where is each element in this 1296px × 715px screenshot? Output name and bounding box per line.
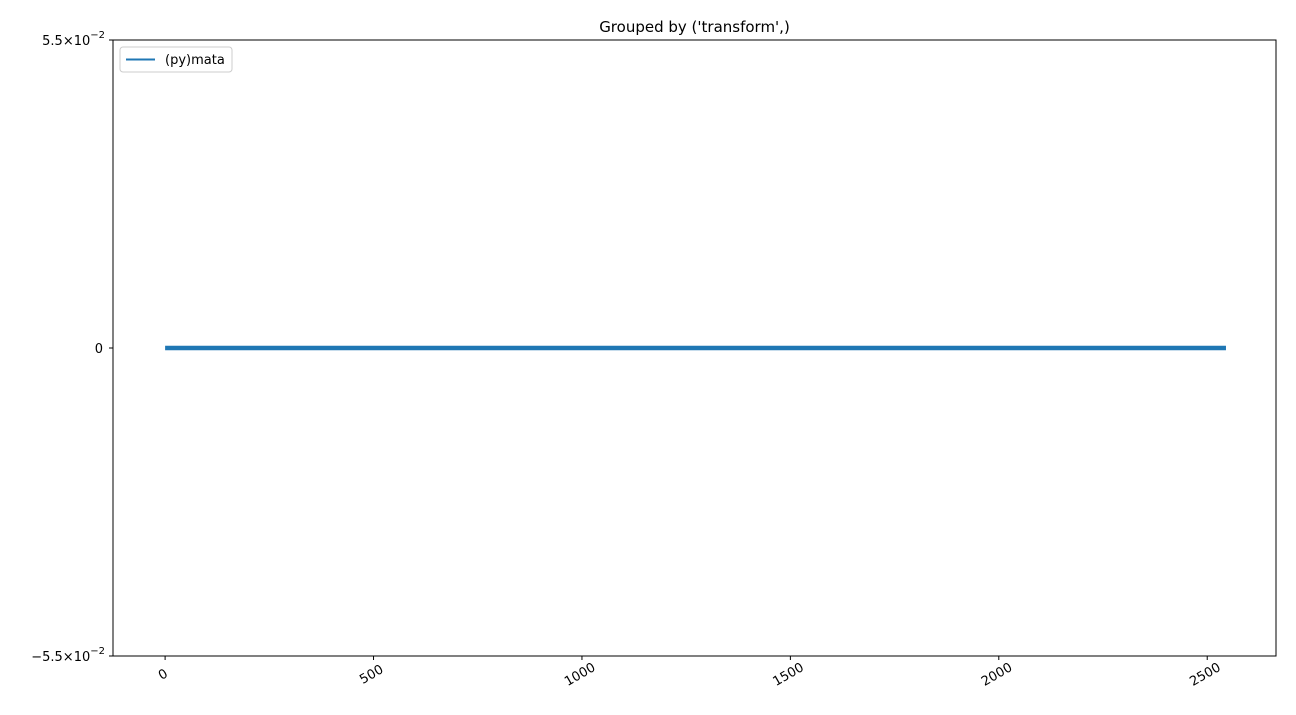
plot-frame <box>112 39 1277 657</box>
x-tick-label: 2500 <box>1187 660 1223 690</box>
legend: (py)mata <box>119 46 233 73</box>
x-tick-label: 1500 <box>771 660 807 690</box>
x-tick-label: 2000 <box>979 660 1015 690</box>
x-tick-label: 0 <box>156 666 171 683</box>
y-tick-label: −5.5×10−2 <box>31 646 105 665</box>
legend-box <box>119 46 233 73</box>
y-tick-label: 0 <box>95 342 103 357</box>
legend-label: (py)mata <box>165 53 225 68</box>
x-tick-label: 500 <box>357 662 386 687</box>
chart-title: Grouped by ('transform',) <box>599 18 790 36</box>
x-tick-label: 1000 <box>562 660 598 690</box>
y-tick-label: 5.5×10−2 <box>42 30 105 49</box>
